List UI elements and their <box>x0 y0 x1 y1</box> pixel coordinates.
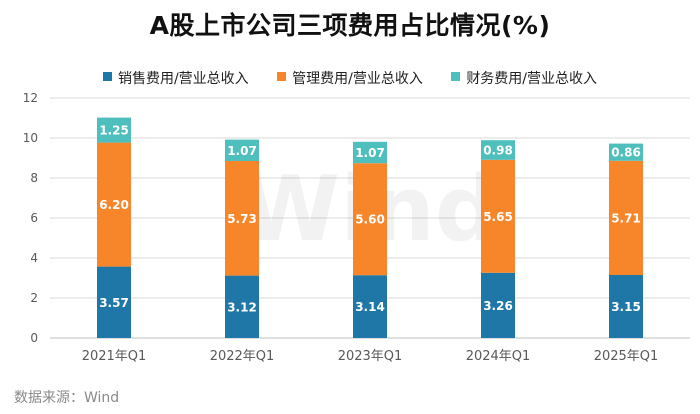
chart-title: A股上市公司三项费用占比情况(%) <box>149 11 551 40</box>
data-label: 5.65 <box>483 210 513 224</box>
data-label: 5.60 <box>355 213 385 227</box>
x-tick-label: 2023年Q1 <box>338 349 403 364</box>
data-label: 0.86 <box>611 146 641 160</box>
bar-segment <box>97 266 131 338</box>
legend-swatch-sales <box>102 72 112 81</box>
data-label: 1.25 <box>99 124 129 138</box>
bar-segment <box>353 275 387 338</box>
y-tick-label: 12 <box>23 91 38 105</box>
bar-segment <box>609 160 643 275</box>
legend-label-fin: 财务费用/营业总收入 <box>466 71 598 87</box>
x-tick-label: 2025年Q1 <box>594 349 659 364</box>
x-tick-label: 2021年Q1 <box>82 349 147 364</box>
bar-segment <box>481 272 515 338</box>
x-tick-label: 2022年Q1 <box>210 349 275 364</box>
legend-item-sales: 销售费用/营业总收入 <box>102 68 249 88</box>
y-tick-label: 10 <box>23 131 38 145</box>
legend-item-fin: 财务费用/营业总收入 <box>451 68 597 88</box>
x-tick-label: 2024年Q1 <box>466 349 531 364</box>
legend-item-mgmt: 管理费用/营业总收入 <box>277 68 423 88</box>
bar-segment <box>353 141 387 164</box>
bar-segment <box>609 275 643 338</box>
bar-segment <box>353 163 387 276</box>
bar-segment <box>225 139 259 161</box>
legend-label-mgmt: 管理费用/营业总收入 <box>292 71 423 87</box>
y-tick-label: 2 <box>30 291 38 305</box>
data-label: 6.20 <box>99 198 129 212</box>
y-tick-label: 6 <box>30 211 38 225</box>
y-tick-label: 4 <box>30 251 38 265</box>
bar-segment <box>225 161 259 276</box>
data-label: 5.73 <box>227 212 257 226</box>
legend-swatch-fin <box>451 72 461 81</box>
bar-segment <box>609 143 643 161</box>
data-label: 3.15 <box>611 300 641 314</box>
legend-label-sales: 销售费用/营业总收入 <box>117 71 249 87</box>
bar-segment <box>97 117 131 143</box>
y-tick-label: 0 <box>30 331 38 345</box>
chart-legend: 销售费用/营业总收入 管理费用/营业总收入 财务费用/营业总收入 <box>0 68 700 88</box>
data-label: 3.12 <box>227 300 257 314</box>
bar-segment <box>97 142 131 267</box>
bar-segment <box>481 159 515 273</box>
y-tick-label: 8 <box>30 171 38 185</box>
data-label: 3.14 <box>355 300 385 314</box>
data-label: 3.57 <box>99 296 129 310</box>
data-label: 1.07 <box>355 146 385 160</box>
source-note: 数据来源：Wind <box>14 390 120 406</box>
data-label: 5.71 <box>611 211 641 225</box>
data-label: 0.98 <box>483 144 513 158</box>
legend-swatch-mgmt <box>277 72 287 81</box>
bar-segment <box>481 140 515 160</box>
bar-segment <box>225 275 259 338</box>
data-label: 1.07 <box>227 144 257 158</box>
data-label: 3.26 <box>483 299 513 313</box>
